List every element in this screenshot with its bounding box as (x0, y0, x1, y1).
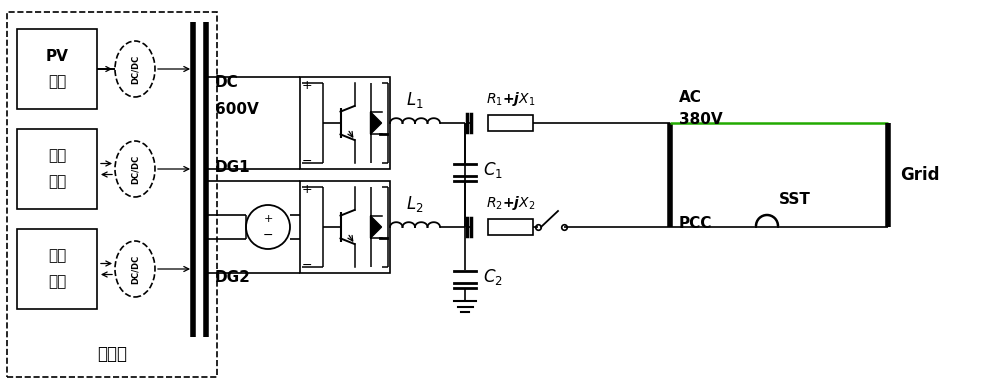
Text: DC/DC: DC/DC (130, 55, 140, 84)
Text: $R_2$+j$X_2$: $R_2$+j$X_2$ (486, 194, 535, 212)
Ellipse shape (115, 241, 155, 297)
Ellipse shape (115, 41, 155, 97)
Text: DC/DC: DC/DC (130, 254, 140, 284)
Bar (488, 219, 533, 235)
Text: −: − (263, 228, 273, 241)
Text: SST: SST (779, 192, 811, 207)
Bar (17, 229, 97, 309)
Text: +: + (263, 214, 273, 224)
Bar (300, 77, 390, 169)
Bar (17, 129, 97, 209)
Text: DG2: DG2 (215, 269, 251, 284)
Bar (300, 181, 390, 273)
Text: $C_2$: $C_2$ (483, 267, 503, 287)
Text: DG1: DG1 (215, 159, 251, 175)
Ellipse shape (115, 141, 155, 197)
Text: $C_1$: $C_1$ (483, 160, 503, 180)
Text: DC/DC: DC/DC (130, 154, 140, 183)
Text: $R_1$+j$X_1$: $R_1$+j$X_1$ (486, 90, 535, 108)
Text: AC: AC (679, 89, 702, 104)
Text: −: − (302, 259, 312, 272)
Text: 380V: 380V (679, 111, 723, 127)
Bar (488, 115, 533, 131)
Text: DC: DC (215, 75, 239, 89)
Text: 电动: 电动 (48, 248, 66, 264)
Polygon shape (370, 216, 382, 238)
Text: 阵列: 阵列 (48, 75, 66, 89)
Bar (7, 12, 217, 377)
Bar (17, 29, 97, 109)
Text: 汽车: 汽车 (48, 274, 66, 289)
Text: −: − (302, 154, 312, 168)
Text: 600V: 600V (215, 101, 259, 116)
Text: +: + (302, 183, 312, 195)
Text: PCC: PCC (679, 216, 712, 231)
Text: +: + (302, 79, 312, 91)
Text: 充电站: 充电站 (97, 345, 127, 363)
Text: Grid: Grid (900, 166, 940, 184)
Text: 系统: 系统 (48, 175, 66, 190)
Polygon shape (370, 112, 382, 134)
Text: PV: PV (46, 48, 68, 63)
Text: $L_1$: $L_1$ (406, 90, 424, 110)
Text: $L_2$: $L_2$ (406, 194, 424, 214)
Text: 储能: 储能 (48, 149, 66, 163)
